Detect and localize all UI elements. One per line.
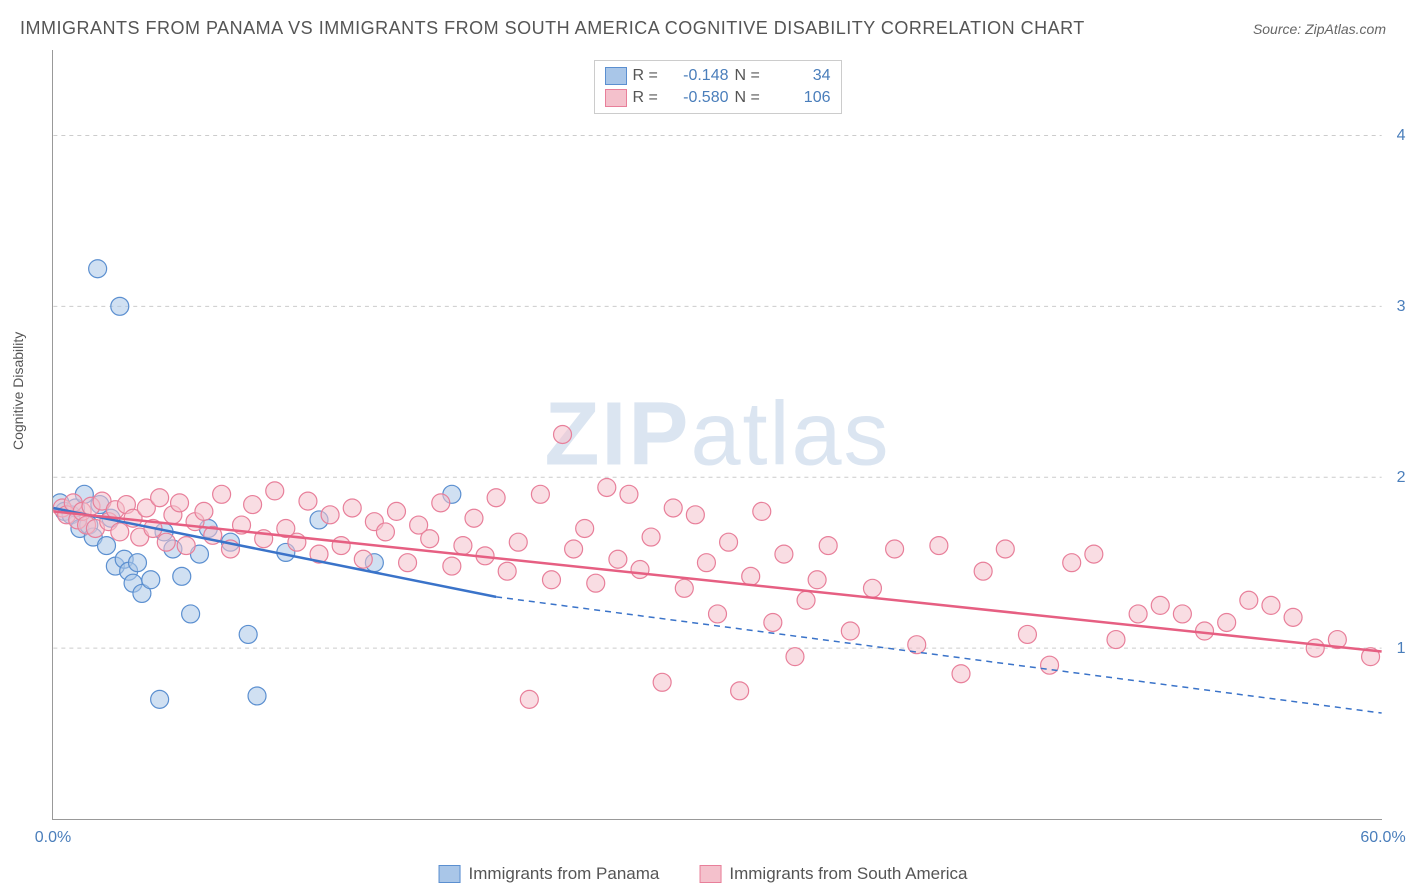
legend-swatch-sa	[699, 865, 721, 883]
x-tick-label: 60.0%	[1360, 829, 1405, 847]
swatch-panama	[605, 67, 627, 85]
stat-r-sa: -0.580	[671, 89, 729, 107]
chart-title: IMMIGRANTS FROM PANAMA VS IMMIGRANTS FRO…	[20, 18, 1085, 39]
stats-row-sa: R = -0.580 N = 106	[605, 87, 831, 109]
legend-item-sa: Immigrants from South America	[699, 864, 967, 884]
y-tick-label: 10.0%	[1397, 640, 1406, 658]
swatch-sa	[605, 89, 627, 107]
stat-n-label-2: N =	[735, 89, 767, 107]
source-label: Source: ZipAtlas.com	[1253, 21, 1386, 37]
x-tick-label: 0.0%	[35, 829, 71, 847]
stat-r-label-2: R =	[633, 89, 665, 107]
stats-row-panama: R = -0.148 N = 34	[605, 65, 831, 87]
y-axis-label: Cognitive Disability	[10, 332, 26, 450]
legend-item-panama: Immigrants from Panama	[439, 864, 660, 884]
y-tick-label: 40.0%	[1397, 127, 1406, 145]
y-tick-label: 20.0%	[1397, 469, 1406, 487]
stat-r-label: R =	[633, 67, 665, 85]
stat-n-label: N =	[735, 67, 767, 85]
title-bar: IMMIGRANTS FROM PANAMA VS IMMIGRANTS FRO…	[20, 18, 1386, 39]
legend-label-sa: Immigrants from South America	[729, 864, 967, 884]
legend-label-panama: Immigrants from Panama	[469, 864, 660, 884]
y-tick-label: 30.0%	[1397, 298, 1406, 316]
bottom-legend: Immigrants from Panama Immigrants from S…	[439, 864, 968, 884]
stat-r-panama: -0.148	[671, 67, 729, 85]
stats-legend: R = -0.148 N = 34 R = -0.580 N = 106	[594, 60, 842, 114]
stat-n-panama: 34	[773, 67, 831, 85]
stat-n-sa: 106	[773, 89, 831, 107]
legend-swatch-panama	[439, 865, 461, 883]
chart-plot-area: ZIPatlas R = -0.148 N = 34 R = -0.580 N …	[52, 50, 1382, 820]
chart-svg	[53, 50, 1382, 819]
